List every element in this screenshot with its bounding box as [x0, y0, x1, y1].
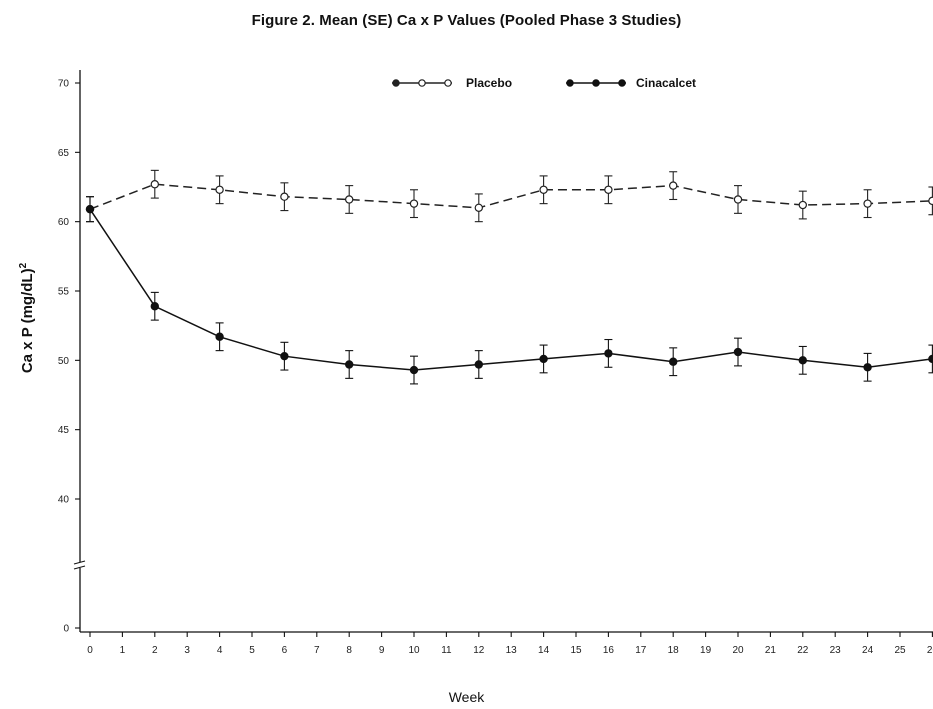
x-tick-label: 4 — [217, 645, 223, 656]
x-tick-label: 14 — [538, 645, 550, 656]
data-point-cinacalcet — [85, 204, 95, 214]
x-axis-label: Week — [448, 689, 485, 705]
x-tick-label: 18 — [668, 645, 680, 656]
data-point-placebo — [928, 196, 933, 206]
series-line-placebo — [89, 183, 933, 210]
x-tick-label: 5 — [249, 645, 255, 656]
x-tick-label: 13 — [506, 645, 518, 656]
x-tick-label: 0 — [87, 645, 93, 656]
data-point-placebo — [215, 185, 224, 194]
data-point-cinacalcet — [863, 363, 872, 372]
x-tick-label: 26 — [927, 645, 933, 656]
y-tick-label: 55 — [58, 287, 70, 298]
data-point-placebo — [669, 181, 678, 190]
y-axis-break-mark — [73, 560, 86, 565]
data-point-placebo — [539, 185, 548, 194]
x-tick-label: 11 — [441, 645, 452, 656]
data-point-placebo — [280, 192, 289, 201]
x-tick-label: 12 — [473, 645, 485, 656]
data-point-cinacalcet — [409, 365, 419, 375]
chart-title: Figure 2. Mean (SE) Ca x P Values (Poole… — [251, 12, 682, 29]
x-tick-label: 21 — [765, 645, 777, 656]
legend-item-cinacalcet: Cinacalcet — [566, 76, 696, 90]
y-tick-label: 70 — [58, 79, 70, 90]
legend-label: Cinacalcet — [636, 76, 696, 90]
y-tick-label: 45 — [58, 425, 70, 436]
legend-marker — [444, 79, 452, 87]
y-tick-label: 50 — [58, 356, 70, 367]
data-point-cinacalcet — [928, 354, 933, 364]
data-point-cinacalcet — [280, 351, 289, 361]
series-layer — [85, 169, 933, 385]
data-point-placebo — [150, 180, 159, 189]
series-placebo — [85, 169, 933, 223]
legend: Placebo Cinacalcet — [392, 76, 696, 90]
legend-marker — [392, 79, 400, 87]
data-point-cinacalcet — [604, 349, 613, 358]
x-tick-label: 20 — [732, 645, 744, 656]
legend-item-placebo: Placebo — [392, 76, 512, 90]
legend-marker — [592, 79, 600, 87]
x-tick-label: 9 — [379, 645, 385, 656]
data-point-placebo — [733, 195, 743, 204]
x-tick-label: 25 — [894, 645, 906, 656]
data-point-placebo — [604, 185, 613, 194]
x-tick-label: 17 — [635, 645, 647, 656]
x-tick-label: 19 — [700, 645, 712, 656]
y-tick-label: 65 — [58, 148, 70, 159]
data-point-placebo — [863, 199, 872, 208]
data-point-placebo — [409, 199, 419, 208]
data-point-cinacalcet — [150, 302, 159, 311]
x-tick-label: 8 — [346, 645, 352, 656]
x-tick-label: 6 — [282, 645, 288, 656]
data-point-cinacalcet — [345, 360, 354, 369]
data-point-placebo — [345, 195, 354, 204]
x-tick-label: 3 — [184, 645, 190, 656]
series-cinacalcet — [85, 196, 933, 385]
legend-marker — [566, 79, 574, 87]
x-tick-label: 22 — [797, 645, 809, 656]
data-point-cinacalcet — [798, 356, 808, 365]
y-tick-label: 60 — [58, 217, 70, 228]
data-point-cinacalcet — [733, 347, 743, 357]
legend-marker — [418, 79, 426, 87]
x-tick-label: 23 — [830, 645, 842, 656]
x-tick-label: 16 — [603, 645, 615, 656]
x-tick-label: 2 — [152, 645, 158, 656]
data-point-cinacalcet — [474, 360, 483, 369]
y-axis-break-gap — [74, 562, 86, 568]
x-tick-label: 24 — [862, 645, 874, 656]
data-point-cinacalcet — [215, 332, 224, 341]
y-tick-label: 40 — [58, 495, 70, 506]
x-tick-label: 1 — [120, 645, 126, 656]
x-tick-label: 7 — [314, 645, 320, 656]
x-tick-label: 15 — [570, 645, 582, 656]
y-tick-label: 0 — [63, 624, 69, 635]
data-point-cinacalcet — [669, 357, 678, 366]
x-tick-label: 10 — [408, 645, 420, 656]
legend-label: Placebo — [466, 76, 512, 90]
series-line-cinacalcet — [89, 208, 933, 371]
data-point-cinacalcet — [539, 354, 548, 364]
data-point-placebo — [474, 203, 483, 212]
legend-marker — [618, 79, 626, 87]
y-axis-break-mark — [73, 565, 86, 570]
data-point-placebo — [798, 200, 808, 210]
